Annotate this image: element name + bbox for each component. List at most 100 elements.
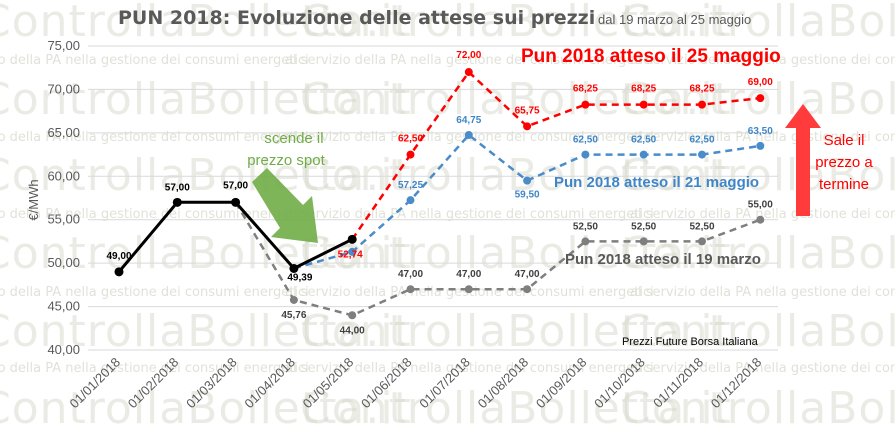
data-label: 65,75 (515, 105, 540, 116)
y-tick-label: 40,00 (47, 342, 80, 357)
data-label: 45,76 (281, 310, 306, 321)
watermark-brand: ControllaBolletta.it (620, 228, 895, 279)
watermark-brand: ControllaBolletta.it (300, 228, 732, 279)
data-label: 47,00 (398, 269, 423, 280)
series-point (523, 122, 532, 131)
series-point (698, 100, 706, 109)
series-point (639, 100, 648, 109)
watermark-brand: ControllaBolletta.it (0, 150, 412, 201)
data-label: 69,00 (748, 77, 773, 88)
data-label: 68,25 (631, 84, 656, 95)
series-point (172, 197, 182, 207)
annotation-spot-line1: scende il (264, 130, 323, 147)
chart-subtitle: dal 19 marzo al 25 maggio (598, 12, 751, 27)
data-label: 57,00 (165, 182, 190, 193)
data-label: 52,74 (338, 249, 363, 260)
series-layer (114, 68, 765, 320)
watermark-tagline: al servizio della PA nella gestione dei … (630, 285, 895, 300)
series-point (348, 311, 357, 320)
data-label: 59,50 (515, 190, 540, 201)
watermark-tagline: al servizio della PA nella gestione dei … (0, 207, 309, 222)
watermark-tagline: al servizio della PA nella gestione dei … (285, 207, 654, 222)
data-labels-layer: 49,00 57,00 57,00 49,39 45,76 44,00 47,00 47,00… (106, 50, 773, 336)
series-point (639, 237, 648, 246)
watermark-brand: ControllaBolletta.it (0, 74, 412, 125)
series-line (351, 70, 761, 241)
data-label: 52,50 (573, 221, 598, 232)
data-label: 52,50 (631, 221, 656, 232)
data-label: 52,50 (689, 221, 714, 232)
data-label: 47,00 (515, 269, 540, 280)
watermark-brand: ControllaBolletta.it (620, 383, 895, 434)
watermark-brand: ControllaBolletta.it (620, 306, 895, 357)
annotation-spot-line2: prezzo spot (247, 152, 325, 169)
series-point (581, 100, 590, 109)
series-line (293, 133, 761, 270)
watermark-tagline: al servizio della PA nella gestione dei … (285, 53, 654, 68)
watermark-tagline: al servizio della PA nella gestione dei … (0, 361, 309, 376)
watermark-tagline: al servizio della PA nella gestione dei … (0, 285, 309, 300)
watermark-brand: ControllaBolletta.it (620, 150, 895, 201)
data-label: 62,50 (573, 135, 598, 146)
data-label: 62,50 (398, 134, 423, 145)
green-down-arrow-icon (252, 168, 318, 243)
data-label: 44,00 (340, 325, 365, 336)
y-tick-label: 55,00 (47, 212, 80, 227)
watermark-brand: ControllaBolletta.it (0, 306, 412, 357)
series-name-19-marzo: Pun 2018 atteso il 19 marzo (565, 251, 761, 268)
y-tick-label: 60,00 (47, 168, 80, 183)
y-tick-label: 70,00 (47, 81, 80, 96)
y-tick-label: 65,00 (47, 125, 80, 140)
data-label: 64,75 (456, 115, 481, 126)
series-point (406, 285, 415, 294)
watermark-brand: ControllaBolletta.it (0, 383, 412, 434)
data-label: 47,00 (456, 269, 481, 280)
series-point (698, 237, 706, 246)
series-point (289, 263, 299, 273)
series-point (698, 150, 706, 159)
series-point (406, 150, 415, 159)
watermark-tagline: al servizio della PA nella gestione dei … (630, 361, 895, 376)
series-point (406, 196, 415, 205)
series-point (523, 285, 532, 294)
data-label: 57,25 (398, 180, 423, 191)
annotation-rise-line3: termine (819, 176, 869, 193)
watermark-brand: ControllaBolletta.it (300, 383, 732, 434)
watermark-brand: ControllaBolletta.it (300, 150, 732, 201)
series-point (114, 267, 124, 277)
series-point (464, 285, 473, 294)
data-label: 68,25 (689, 84, 714, 95)
series-point (639, 150, 648, 159)
series-point (348, 247, 357, 256)
data-label: 57,00 (223, 180, 248, 191)
watermark-brand: ControllaBolletta.it (300, 306, 732, 357)
series-name-25-maggio: Pun 2018 atteso il 25 maggio (521, 46, 781, 67)
data-label: 49,00 (106, 251, 131, 262)
watermark-tagline: al servizio della PA nella gestione dei … (630, 53, 895, 68)
series-point (231, 197, 241, 207)
series-name-21-maggio: Pun 2018 atteso il 21 maggio (554, 174, 759, 191)
data-label: 72,00 (456, 50, 481, 61)
chart-title: PUN 2018: Evoluzione delle attese sui pr… (118, 7, 595, 29)
series-point (523, 176, 532, 185)
watermark-brand: ControllaBolletta.it (620, 0, 895, 47)
watermark-tagline: al servizio della PA nella gestione dei … (0, 130, 309, 145)
y-tick-label: 50,00 (47, 255, 80, 270)
data-label: 68,25 (573, 84, 598, 95)
watermark-tagline: al servizio della PA nella gestione dei … (630, 207, 895, 222)
data-label: 55,00 (748, 200, 773, 211)
series-point (581, 237, 590, 246)
annotation-rise-line2: prezzo a (815, 154, 873, 171)
data-label: 62,50 (689, 135, 714, 146)
watermark-brand: ControllaBolletta.it (300, 0, 732, 47)
series-point (464, 131, 473, 140)
data-label: 49,39 (287, 272, 312, 283)
series-point (464, 68, 473, 77)
y-axis-ticks: 40,00 45,00 50,00 55,00 60,00 65,00 70,00 75,00 (47, 38, 80, 357)
watermark-brand: ControllaBolletta.it (0, 0, 412, 47)
series-point (581, 150, 590, 159)
series-point (756, 94, 765, 103)
y-tick-label: 45,00 (47, 299, 80, 314)
watermark-tagline: al servizio della PA nella gestione dei … (0, 53, 309, 68)
